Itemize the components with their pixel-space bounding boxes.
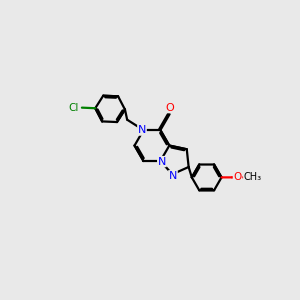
Text: N: N (169, 171, 177, 181)
Text: N: N (138, 125, 146, 135)
Text: N: N (158, 157, 166, 166)
Text: Cl: Cl (69, 103, 79, 112)
Text: CH₃: CH₃ (244, 172, 262, 182)
Text: O: O (233, 172, 242, 182)
Text: O: O (165, 103, 174, 112)
